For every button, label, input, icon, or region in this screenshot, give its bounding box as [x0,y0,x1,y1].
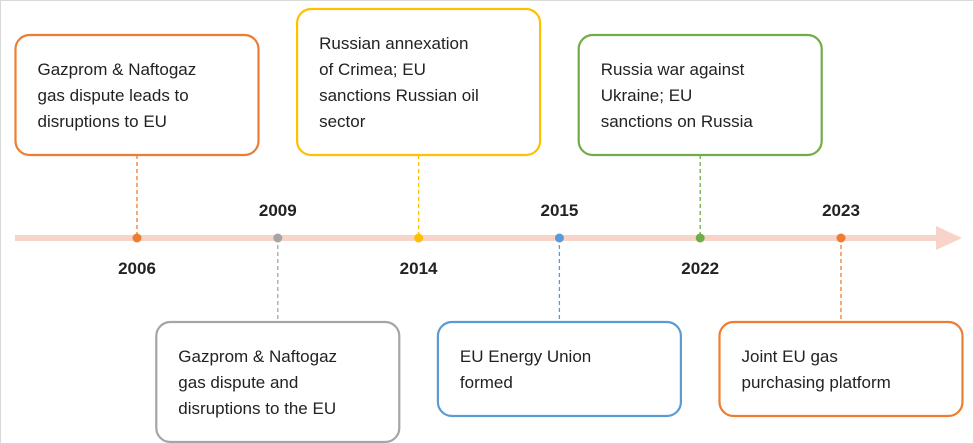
event-text: sanctions on Russia [601,112,754,131]
event-year: 2015 [540,201,578,220]
event-text: disruptions to the EU [178,399,336,418]
event-box [577,33,823,157]
event-dot [836,233,846,243]
event-text: disruptions to EU [38,112,167,131]
event-text: Ukraine; EU [601,86,693,105]
event-year: 2006 [118,259,156,278]
event-text: gas dispute and [178,373,298,392]
event-text: formed [460,373,513,392]
event-year: 2009 [259,201,297,220]
event-box [718,320,964,418]
event-text: Gazprom & Naftogaz [38,60,197,79]
event-box [436,320,682,418]
event-box [14,33,260,157]
event-text: sector [319,112,366,131]
event-text: Joint EU gas [742,347,838,366]
event-text: of Crimea; EU [319,60,426,79]
event-year: 2023 [822,201,860,220]
event-year: 2014 [400,259,438,278]
event-text: purchasing platform [742,373,891,392]
event-dot [132,233,142,243]
event-year: 2022 [681,259,719,278]
event-text: Russian annexation [319,34,468,53]
event-text: Russia war against [601,60,745,79]
axis-arrow [936,226,962,250]
event-dot [554,233,564,243]
event-box [155,320,401,444]
event-dot [414,233,424,243]
event-text: gas dispute leads to [38,86,189,105]
event-text: sanctions Russian oil [319,86,479,105]
event-box [296,7,542,157]
event-text: EU Energy Union [460,347,591,366]
event-text: Gazprom & Naftogaz [178,347,337,366]
event-dot [695,233,705,243]
event-dot [273,233,283,243]
